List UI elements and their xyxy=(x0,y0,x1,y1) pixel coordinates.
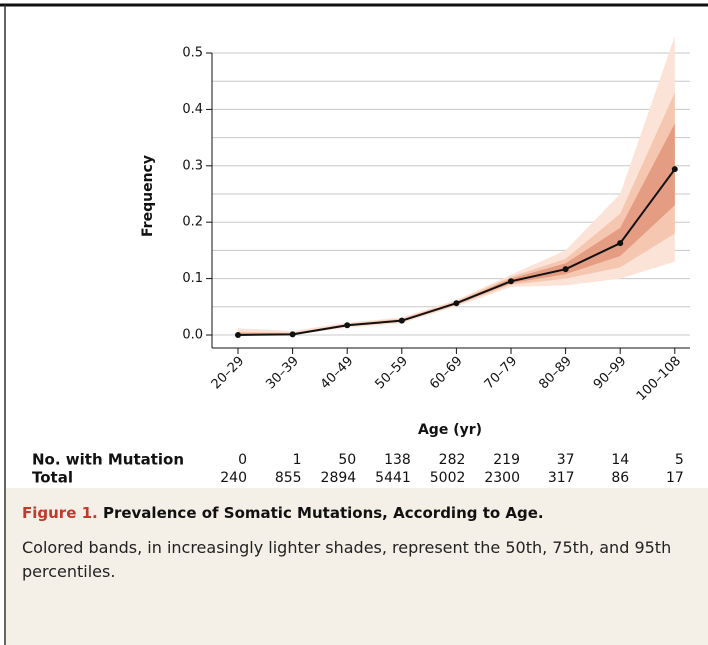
x-tick-label: 100–108 xyxy=(634,354,684,404)
table-cell: 50 xyxy=(338,452,356,468)
figure-title: Prevalence of Somatic Mutations, Accordi… xyxy=(102,504,544,522)
point xyxy=(344,322,351,329)
y-tick-label: 0.1 xyxy=(182,271,203,286)
table-cell: 240 xyxy=(220,470,247,486)
point xyxy=(508,278,514,285)
table-cell: 282 xyxy=(439,452,466,468)
caption-body: Colored bands, in increasingly lighter s… xyxy=(22,538,672,581)
table-cell: 1 xyxy=(293,452,302,468)
table-cell: 2300 xyxy=(484,470,520,486)
x-tick-label: 70–79 xyxy=(482,354,521,393)
point xyxy=(562,266,569,273)
table-cell: 0 xyxy=(238,452,247,468)
percentile-band xyxy=(238,92,675,335)
point xyxy=(398,317,405,324)
y-tick-label: 0.2 xyxy=(182,215,203,230)
y-tick-label: 0.0 xyxy=(182,328,203,343)
table-row-label: No. with Mutation xyxy=(32,451,184,469)
caption-box: Figure 1. Prevalence of Somatic Mutation… xyxy=(6,488,708,645)
table-cell: 37 xyxy=(557,452,575,468)
table-cell: 855 xyxy=(275,470,302,486)
table-cell: 5002 xyxy=(430,470,466,486)
figure-label: Figure 1. xyxy=(22,504,98,522)
x-tick-label: 20–29 xyxy=(209,354,248,393)
table-cell: 14 xyxy=(611,452,629,468)
y-tick-label: 0.4 xyxy=(182,102,203,117)
y-tick-label: 0.5 xyxy=(182,46,203,61)
y-tick-label: 0.3 xyxy=(182,158,203,173)
point xyxy=(289,331,296,338)
x-tick-label: 40–49 xyxy=(318,354,357,393)
table-cell: 138 xyxy=(384,452,411,468)
x-tick-label: 80–89 xyxy=(536,354,575,393)
table-cell: 219 xyxy=(493,452,520,468)
y-axis-label: Frequency xyxy=(140,155,156,237)
point xyxy=(617,240,624,247)
x-tick-label: 30–39 xyxy=(263,354,302,393)
x-axis-label: Age (yr) xyxy=(418,422,482,438)
table-cell: 5441 xyxy=(375,470,411,486)
x-tick-label: 60–69 xyxy=(427,354,466,393)
caption-heading: Figure 1. Prevalence of Somatic Mutation… xyxy=(22,504,544,522)
table-cell: 317 xyxy=(548,470,575,486)
table-cell: 86 xyxy=(611,470,629,486)
point xyxy=(453,300,460,307)
x-tick-label: 50–59 xyxy=(372,354,411,393)
table-row-label: Total xyxy=(32,469,73,487)
x-tick-label: 90–99 xyxy=(591,354,630,393)
table-cell: 5 xyxy=(675,452,684,468)
point xyxy=(671,166,678,173)
table-cell: 17 xyxy=(666,470,684,486)
table-cell: 2894 xyxy=(321,470,357,486)
point xyxy=(235,332,241,338)
